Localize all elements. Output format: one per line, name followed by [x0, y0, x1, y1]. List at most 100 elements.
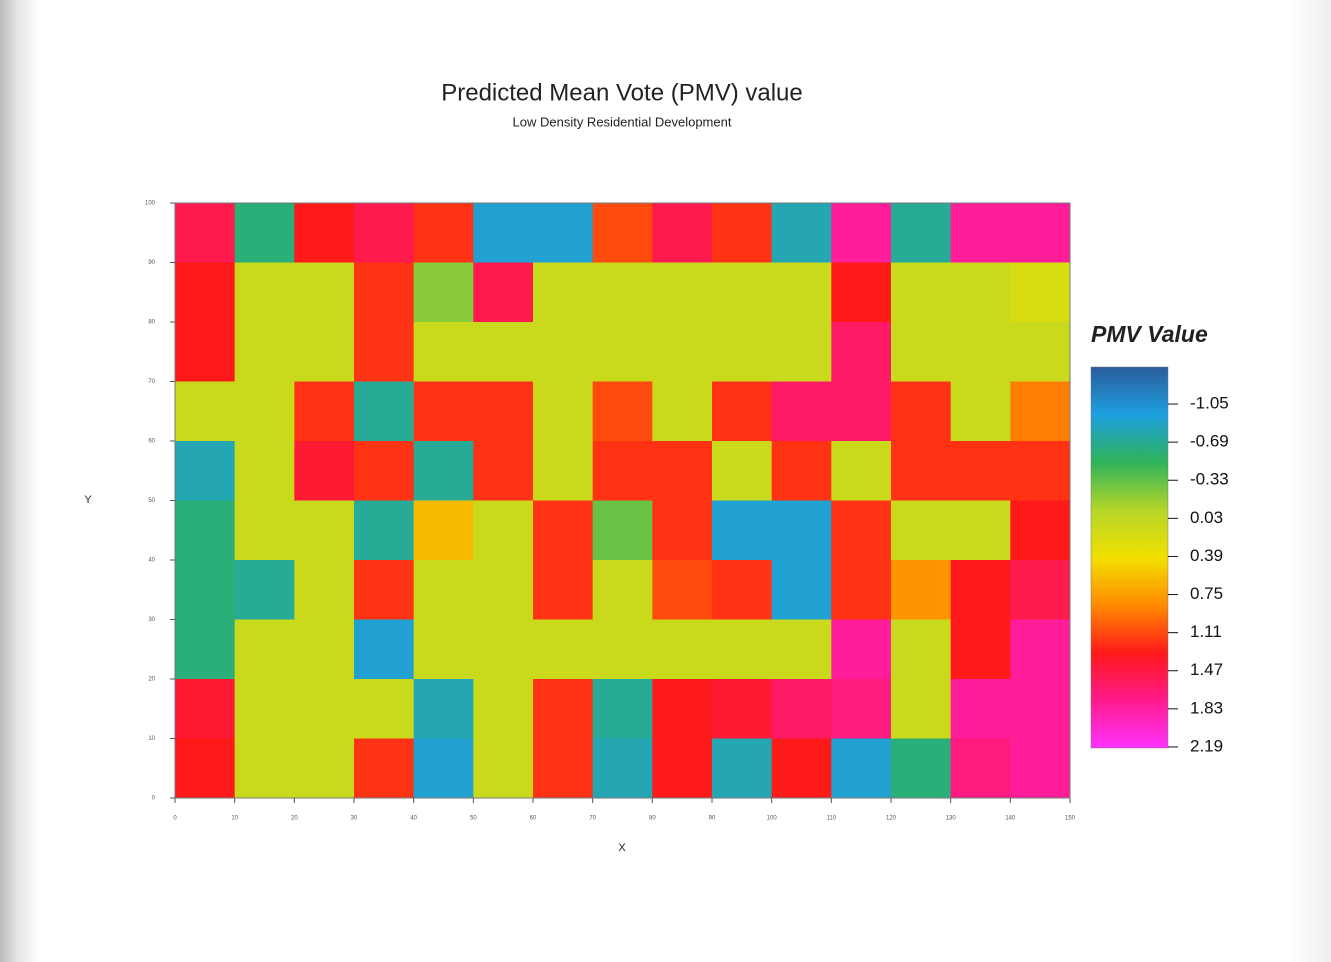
- x-tick-label: 80: [649, 816, 656, 822]
- heatmap-cell: [234, 381, 295, 442]
- heatmap-cell: [652, 203, 713, 263]
- heatmap-cell: [592, 619, 653, 680]
- heatmap-cell: [712, 738, 773, 799]
- heatmap-cell: [592, 441, 653, 501]
- heatmap-cell: [354, 322, 415, 382]
- heatmap-cell: [1010, 441, 1071, 501]
- y-tick-label: 90: [148, 260, 155, 266]
- heatmap-cell: [771, 322, 832, 382]
- heatmap-cell: [1010, 203, 1071, 263]
- heatmap-cell: [294, 560, 355, 620]
- heatmap-cell: [413, 322, 474, 382]
- x-tick-label: 60: [530, 816, 537, 822]
- x-tick-label: 130: [946, 816, 957, 822]
- heatmap-cell: [771, 738, 832, 799]
- heatmap-cell: [771, 560, 832, 620]
- heatmap-cell: [354, 619, 415, 680]
- y-tick-label: 10: [148, 736, 155, 742]
- y-tick-label: 30: [148, 617, 155, 623]
- heatmap-cell: [592, 679, 653, 739]
- x-tick-label: 10: [231, 816, 238, 822]
- y-tick-label: 80: [148, 320, 155, 326]
- heatmap-cell: [1010, 560, 1071, 620]
- colorbar-tick-label: 1.83: [1190, 698, 1223, 717]
- heatmap-cell: [712, 441, 773, 501]
- heatmap-cell: [831, 738, 892, 799]
- heatmap-cell: [294, 262, 355, 323]
- colorbar-title: PMV Value: [1091, 321, 1208, 347]
- heatmap-cell: [831, 203, 892, 263]
- heatmap-cell: [413, 262, 474, 323]
- heatmap-cell: [771, 381, 832, 442]
- heatmap-cell: [294, 441, 355, 501]
- heatmap-cell: [234, 262, 295, 323]
- heatmap-cell: [234, 738, 295, 799]
- y-tick-label: 20: [148, 677, 155, 683]
- heatmap-cell: [473, 619, 534, 680]
- heatmap-cell: [592, 262, 653, 323]
- heatmap-cell: [592, 738, 653, 799]
- heatmap-cell: [175, 381, 236, 442]
- colorbar-tick-label: 1.11: [1190, 622, 1222, 641]
- heatmap-cell: [473, 322, 534, 382]
- heatmap-cell: [592, 560, 653, 620]
- heatmap-cell: [891, 679, 952, 739]
- heatmap-cell: [1010, 738, 1071, 799]
- heatmap-cell: [413, 381, 474, 442]
- heatmap-cell: [950, 262, 1011, 323]
- heatmap-cell: [533, 679, 594, 739]
- heatmap-cell: [712, 262, 773, 323]
- heatmap-cell: [533, 500, 594, 561]
- heatmap-cell: [1010, 381, 1071, 442]
- heatmap-cell: [354, 679, 415, 739]
- heatmap-cell: [831, 560, 892, 620]
- colorbar-tick-label: 1.47: [1190, 660, 1223, 679]
- heatmap-cell: [950, 679, 1011, 739]
- heatmap-cell: [533, 560, 594, 620]
- heatmap-cell: [294, 679, 355, 739]
- heatmap-cell: [413, 203, 474, 263]
- heatmap-cell: [712, 322, 773, 382]
- heatmap-cell: [652, 738, 713, 799]
- heatmap-cell: [413, 441, 474, 501]
- colorbar-tick-label: 0.75: [1190, 584, 1223, 603]
- x-tick-label: 120: [886, 816, 897, 822]
- heatmap-cell: [234, 619, 295, 680]
- chart-subtitle: Low Density Residential Development: [513, 114, 732, 129]
- heatmap-cell: [354, 738, 415, 799]
- heatmap-cell: [294, 381, 355, 442]
- x-tick-label: 100: [767, 816, 778, 822]
- heatmap-cell: [652, 619, 713, 680]
- heatmap-cell: [473, 381, 534, 442]
- heatmap-cell: [234, 441, 295, 501]
- heatmap-cell: [533, 262, 594, 323]
- heatmap-cell: [413, 619, 474, 680]
- heatmap-cell: [652, 500, 713, 561]
- heatmap-cell: [891, 381, 952, 442]
- heatmap-cell: [891, 441, 952, 501]
- heatmap-cell: [831, 679, 892, 739]
- colorbar: [1090, 366, 1169, 749]
- heatmap-cell: [652, 381, 713, 442]
- heatmap-cell: [234, 322, 295, 382]
- colorbar-tick-label: -1.05: [1190, 394, 1229, 413]
- heatmap-cell: [354, 262, 415, 323]
- heatmap-cell: [771, 679, 832, 739]
- heatmap-cell: [294, 322, 355, 382]
- heatmap-cell: [652, 262, 713, 323]
- heatmap-cell: [831, 262, 892, 323]
- heatmap-cell: [891, 738, 952, 799]
- heatmap-cell: [950, 738, 1011, 799]
- x-tick-label: 50: [470, 816, 477, 822]
- y-axis-label: Y: [84, 494, 92, 506]
- heatmap-cell: [652, 679, 713, 739]
- heatmap-cell: [592, 203, 653, 263]
- y-tick-label: 60: [148, 439, 155, 445]
- heatmap-cell: [473, 738, 534, 799]
- heatmap-cell: [1010, 262, 1071, 323]
- heatmap-cell: [891, 560, 952, 620]
- colorbar-tick-label: 2.19: [1190, 736, 1223, 755]
- heatmap-cell: [473, 679, 534, 739]
- heatmap-cell: [1010, 619, 1071, 680]
